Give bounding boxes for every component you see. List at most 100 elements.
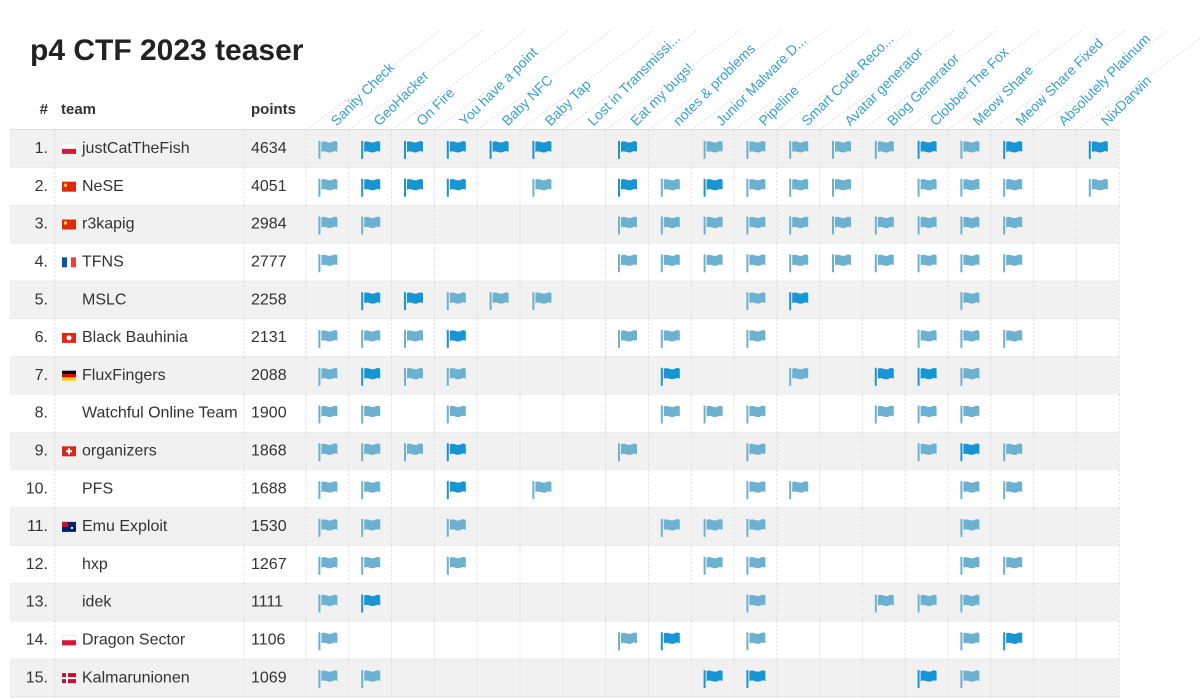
- solve-flag: [446, 292, 466, 311]
- rank: 11.: [27, 518, 48, 535]
- row-background: [10, 432, 1119, 471]
- team-name[interactable]: TFNS: [82, 254, 124, 271]
- team-row[interactable]: 14. Dragon Sector 1106: [10, 621, 1120, 660]
- rank: 9.: [35, 443, 48, 460]
- solve-flag: [660, 254, 680, 273]
- rank: 8.: [35, 405, 48, 422]
- team-points: 1900: [251, 405, 287, 422]
- team-row[interactable]: 13. idek 1111: [10, 583, 1120, 622]
- solve-flag: [960, 254, 980, 273]
- team-name[interactable]: Watchful Online Team: [82, 405, 238, 422]
- header-divider: [605, 29, 741, 131]
- team-name[interactable]: NeSE: [82, 178, 124, 195]
- team-name[interactable]: Dragon Sector: [82, 632, 186, 649]
- challenge-name[interactable]: Clobber The Fox: [927, 44, 1012, 129]
- solve-flag: [703, 254, 723, 273]
- team-row[interactable]: 9. organizers 1868: [10, 432, 1120, 471]
- team-row[interactable]: 11. Emu Exploit 1530: [10, 508, 1120, 547]
- country-flag-part: [71, 257, 76, 268]
- row-background: [10, 243, 1119, 282]
- solve-flag: [618, 140, 637, 159]
- country-flag-part: [62, 219, 76, 230]
- solve-flag: [703, 518, 723, 537]
- team-row[interactable]: 7. FluxFingers 2088: [10, 356, 1120, 396]
- solve-flag: [1003, 329, 1023, 348]
- country-flag-part: [62, 374, 76, 378]
- team-row[interactable]: 15. Kalmarunionen 1069: [10, 659, 1120, 698]
- country-flag-part: [64, 221, 67, 225]
- rank: 5.: [35, 291, 48, 308]
- challenge-name[interactable]: On Fire: [413, 84, 457, 128]
- header-divider: [391, 29, 527, 131]
- team-points: 2777: [251, 254, 287, 271]
- team-row[interactable]: 2. NeSE 4051: [10, 167, 1120, 207]
- team-row[interactable]: 12. hxp 1267: [10, 545, 1120, 585]
- solve-flag: [489, 140, 509, 159]
- team-row[interactable]: 6. Black Bauhinia 2131: [10, 319, 1120, 358]
- header-divider: [862, 29, 998, 131]
- team-name[interactable]: hxp: [82, 556, 108, 573]
- solve-flag: [960, 556, 980, 575]
- team-name[interactable]: PFS: [82, 480, 113, 497]
- team-name[interactable]: organizers: [82, 443, 157, 460]
- header-divider: [476, 29, 613, 131]
- solve-flag: [404, 140, 423, 159]
- team-row[interactable]: 4. TFNS 2777: [10, 243, 1120, 282]
- header-divider: [648, 29, 784, 131]
- team-row[interactable]: 8. Watchful Online Team 1900: [10, 394, 1120, 433]
- country-flag-part: [61, 635, 77, 641]
- challenge-name[interactable]: Avatar generator: [841, 44, 926, 129]
- team-name[interactable]: Kalmarunionen: [82, 669, 190, 686]
- team-name[interactable]: Black Bauhinia: [82, 329, 188, 346]
- solve-flag: [660, 518, 680, 537]
- team-row[interactable]: 3. r3kapig 2984: [10, 205, 1120, 244]
- solve-flag: [532, 178, 552, 197]
- solve-flag: [446, 518, 466, 537]
- rank: 7.: [35, 367, 48, 384]
- solve-flag: [532, 481, 552, 500]
- solve-flag: [660, 367, 680, 386]
- solve-flag: [832, 254, 851, 273]
- solve-flag: [361, 216, 381, 235]
- country-flag-part: [62, 521, 76, 532]
- team-name[interactable]: Emu Exploit: [82, 518, 168, 535]
- header-divider: [990, 29, 1127, 131]
- solve-flag: [660, 632, 680, 651]
- solve-flag: [960, 292, 980, 311]
- solve-flag: [1003, 216, 1023, 235]
- country-flag-part: [62, 640, 76, 646]
- solve-flag: [960, 670, 980, 689]
- team-row[interactable]: 1. justCatTheFish 4634: [10, 130, 1120, 169]
- team-row[interactable]: 10. PFS 1688: [10, 470, 1120, 509]
- solve-flag: [746, 216, 766, 235]
- row-background: [10, 470, 1119, 508]
- header-divider: [562, 29, 699, 131]
- country-flag-part: [62, 677, 76, 680]
- solve-flag: [1003, 140, 1023, 159]
- solve-flag: [446, 443, 466, 462]
- solve-flag: [789, 367, 809, 386]
- solve-flag: [318, 670, 338, 689]
- team-name[interactable]: r3kapig: [82, 216, 134, 233]
- solve-flag: [532, 140, 552, 159]
- solve-flag: [446, 329, 466, 348]
- team-name[interactable]: FluxFingers: [82, 367, 166, 384]
- team-points: 4634: [251, 140, 287, 157]
- solve-flag: [361, 367, 381, 386]
- team-name[interactable]: justCatTheFish: [81, 140, 190, 157]
- team-points: 4051: [251, 178, 287, 195]
- team-name[interactable]: MSLC: [82, 291, 126, 308]
- challenge-name[interactable]: You have a point: [456, 44, 541, 129]
- header-divider: [947, 29, 1084, 131]
- header-divider: [733, 29, 870, 131]
- team-row[interactable]: 5. MSLC 2258: [10, 281, 1120, 320]
- solve-flag: [318, 594, 338, 613]
- header-divider: [519, 29, 656, 131]
- country-flag-part: [62, 257, 67, 268]
- solve-flag: [960, 329, 980, 348]
- team-name[interactable]: idek: [82, 594, 112, 611]
- rank: 6.: [35, 329, 48, 346]
- solve-flag: [318, 556, 338, 575]
- solve-flag: [618, 443, 637, 462]
- solve-flag: [660, 329, 680, 348]
